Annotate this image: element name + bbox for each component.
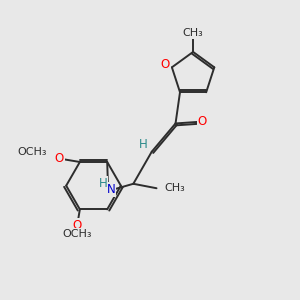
Text: H: H — [99, 177, 107, 190]
Text: OCH₃: OCH₃ — [18, 148, 47, 158]
Text: O: O — [161, 58, 170, 71]
Text: O: O — [198, 115, 207, 128]
Text: O: O — [72, 219, 82, 232]
Text: OCH₃: OCH₃ — [62, 229, 92, 239]
Text: O: O — [55, 152, 64, 165]
Text: H: H — [139, 138, 148, 151]
Text: CH₃: CH₃ — [183, 28, 203, 38]
Text: N: N — [107, 183, 116, 196]
Text: CH₃: CH₃ — [165, 183, 186, 193]
